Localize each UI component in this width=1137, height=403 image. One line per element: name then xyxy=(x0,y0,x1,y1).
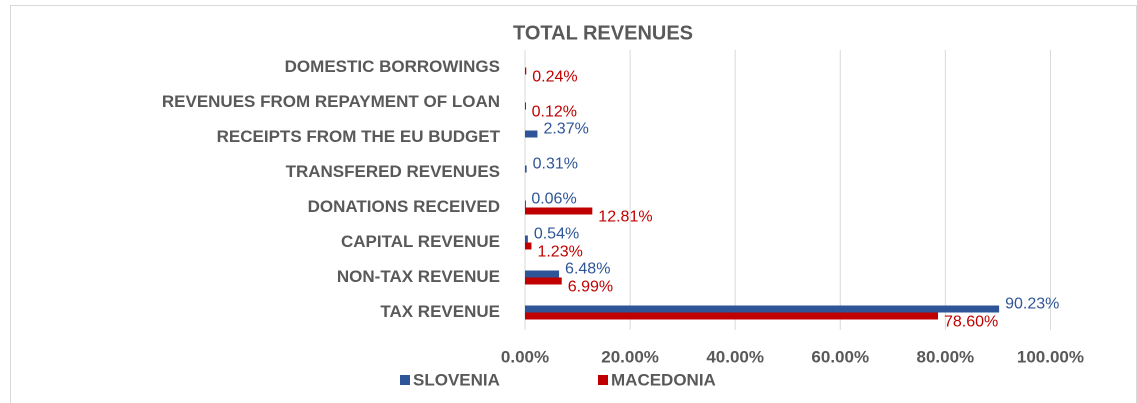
data-label: 0.54% xyxy=(534,226,579,243)
legend-label: MACEDONIA xyxy=(611,370,716,389)
bar xyxy=(525,305,1000,313)
data-label: 90.23% xyxy=(1005,296,1059,313)
chart-title: TOTAL REVENUES xyxy=(513,22,693,44)
data-label: 6.99% xyxy=(568,279,613,296)
y-tick-label: TRANSFERED REVENUES xyxy=(286,162,500,181)
data-label: 0.31% xyxy=(533,156,578,173)
bar xyxy=(525,207,593,215)
data-label: 0.06% xyxy=(531,191,576,208)
y-tick-label: CAPITAL REVENUE xyxy=(341,232,500,251)
x-tick-label: 20.00% xyxy=(601,347,659,366)
data-label: 1.23% xyxy=(537,244,582,261)
y-tick-label: TAX REVENUE xyxy=(380,302,500,321)
bar xyxy=(525,200,526,208)
bar xyxy=(525,277,562,285)
y-tick-label: DOMESTIC BORROWINGS xyxy=(285,57,500,76)
legend-label: SLOVENIA xyxy=(413,370,500,389)
data-label: 0.12% xyxy=(532,104,577,121)
bar xyxy=(525,102,526,110)
y-tick-label: DONATIONS RECEIVED xyxy=(308,197,500,216)
chart-frame xyxy=(10,5,1137,403)
x-tick-label: 0.00% xyxy=(501,347,549,366)
y-tick-label: NON-TAX REVENUE xyxy=(337,267,500,286)
x-tick-label: 80.00% xyxy=(917,347,975,366)
legend-swatch xyxy=(400,375,410,385)
y-tick-label: RECEIPTS FROM THE EU BUDGET xyxy=(217,127,501,146)
data-label: 0.24% xyxy=(532,69,577,86)
legend-swatch xyxy=(598,375,608,385)
bar xyxy=(525,270,560,278)
data-label: 2.37% xyxy=(543,121,588,138)
data-label: 12.81% xyxy=(598,209,652,226)
x-tick-label: 100.00% xyxy=(1017,347,1084,366)
data-label: 78.60% xyxy=(944,314,998,331)
y-tick-label: REVENUES FROM REPAYMENT OF LOAN xyxy=(162,92,500,111)
bar xyxy=(525,67,527,75)
bar xyxy=(525,165,527,173)
bar xyxy=(525,312,939,320)
bar xyxy=(525,235,528,243)
x-tick-label: 60.00% xyxy=(811,347,869,366)
bar xyxy=(525,242,532,250)
bar xyxy=(525,130,538,138)
x-tick-label: 40.00% xyxy=(706,347,764,366)
data-label: 6.48% xyxy=(565,261,610,278)
